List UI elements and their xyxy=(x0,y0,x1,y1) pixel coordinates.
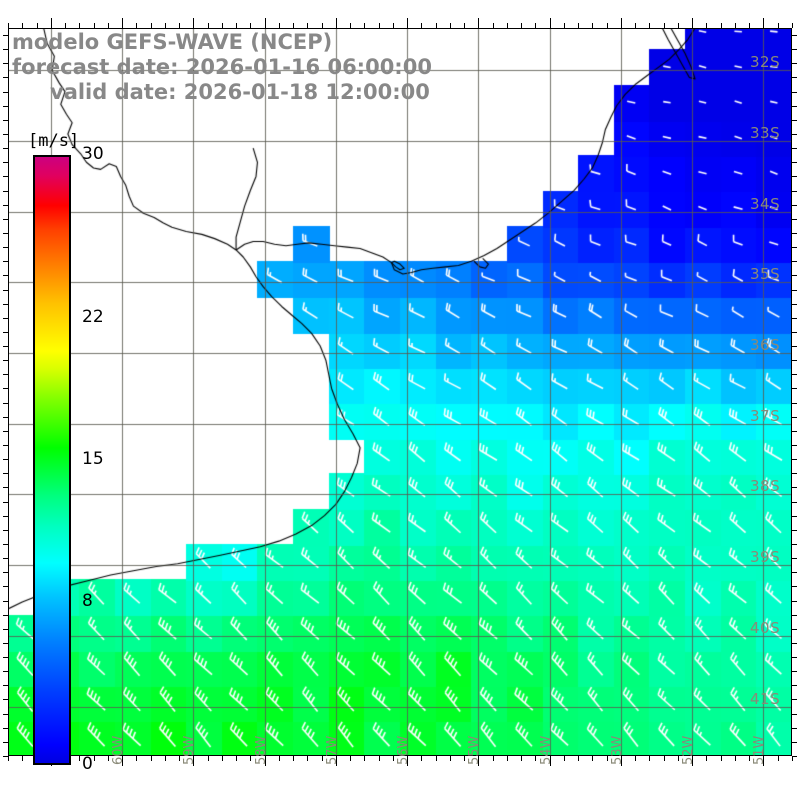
lon-label: 56W xyxy=(396,735,412,765)
lat-label: 33S xyxy=(750,124,781,143)
colorbar-tick-label: 0 xyxy=(82,754,93,774)
lon-label: 57W xyxy=(324,735,340,765)
colorbar xyxy=(33,155,71,765)
lat-label: 37S xyxy=(750,406,781,425)
lon-label: 51W xyxy=(752,735,768,765)
lon-label: 60W xyxy=(111,735,127,765)
lat-label: 41S xyxy=(750,689,781,708)
lat-label: 35S xyxy=(750,265,781,284)
colorbar-tick-label: 15 xyxy=(82,449,104,469)
lat-label: 34S xyxy=(750,194,781,213)
lon-label: 54W xyxy=(538,735,554,765)
colorbar-tick-label: 30 xyxy=(82,144,104,164)
axis-ticks-right xyxy=(792,28,800,757)
colorbar-tick-label: 8 xyxy=(82,591,93,612)
lon-label: 55W xyxy=(467,735,483,765)
colorbar-gradient xyxy=(33,155,71,765)
lat-label: 39S xyxy=(750,548,781,567)
axis-ticks-top xyxy=(8,18,793,28)
lon-label: 58W xyxy=(253,735,269,765)
lon-label: 59W xyxy=(182,735,198,765)
graticule-grid xyxy=(8,28,792,756)
lat-label: 36S xyxy=(750,336,781,355)
lon-label: 53W xyxy=(609,735,625,765)
colorbar-tick-label: 22 xyxy=(82,306,104,327)
axis-ticks-left xyxy=(0,28,8,757)
lat-label: 32S xyxy=(750,53,781,72)
lon-label: 52W xyxy=(681,735,697,765)
colorbar-unit-label: [m/s] xyxy=(28,131,80,151)
lat-label: 40S xyxy=(750,618,781,637)
plot-area xyxy=(8,28,792,756)
lat-label: 38S xyxy=(750,477,781,496)
